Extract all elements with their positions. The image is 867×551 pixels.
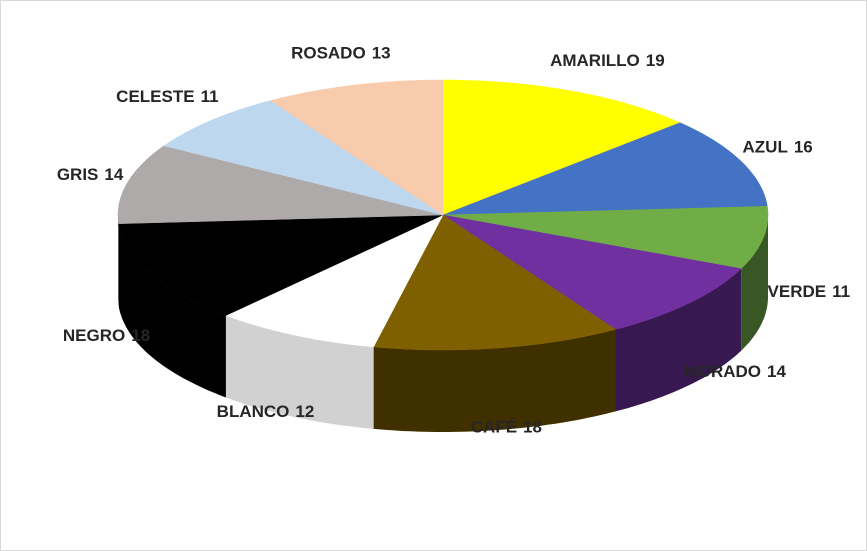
- slice: [373, 214, 617, 351]
- value-label: 13: [372, 44, 391, 63]
- value-label: 18: [131, 327, 150, 346]
- slice-side: [225, 315, 374, 429]
- category-name: VERDE: [768, 282, 827, 301]
- slice: [163, 100, 444, 216]
- slice-side: [118, 223, 226, 398]
- pie-sides: [118, 215, 768, 432]
- value-label: 14: [767, 363, 786, 382]
- category-name: ROSADO: [291, 44, 366, 63]
- data-label: VERDE 11: [768, 282, 851, 301]
- category-name: BLANCO: [217, 402, 290, 421]
- slice: [118, 214, 444, 316]
- value-label: 12: [295, 402, 314, 421]
- slice: [269, 79, 444, 216]
- slice-side: [741, 215, 768, 351]
- slice: [442, 79, 681, 216]
- slice-side: [373, 329, 616, 432]
- data-label: CELESTE 11: [116, 88, 218, 107]
- category-name: CELESTE: [116, 88, 194, 107]
- slice: [442, 214, 742, 330]
- data-label: ROSADO 13: [291, 44, 391, 63]
- data-label: AMARILLO 19: [550, 51, 665, 70]
- data-label: BLANCO 12: [217, 402, 315, 421]
- slice-side: [615, 268, 742, 412]
- category-name: NEGRO: [63, 327, 125, 346]
- value-label: 11: [201, 88, 219, 107]
- slice: [117, 145, 444, 224]
- data-label: CAFÉ 18: [471, 418, 542, 437]
- value-label: 19: [646, 51, 665, 70]
- data-label: GRIS 14: [57, 165, 124, 184]
- value-label: 11: [832, 282, 850, 301]
- category-name: AMARILLO: [550, 51, 640, 70]
- slice-side: [118, 215, 119, 306]
- slice: [225, 214, 444, 348]
- data-label: NEGRO 18: [63, 327, 150, 346]
- data-label: MORADO 14: [684, 363, 787, 382]
- value-label: 14: [104, 165, 123, 184]
- category-name: MORADO: [684, 363, 761, 382]
- slice: [442, 206, 769, 269]
- data-label: AZUL 16: [743, 138, 813, 157]
- category-name: CAFÉ: [471, 418, 517, 437]
- value-label: 18: [523, 418, 542, 437]
- value-label: 16: [794, 138, 813, 157]
- category-name: GRIS: [57, 165, 99, 184]
- slice: [442, 122, 768, 216]
- pie-tops: [117, 79, 769, 351]
- category-name: AZUL: [743, 138, 788, 157]
